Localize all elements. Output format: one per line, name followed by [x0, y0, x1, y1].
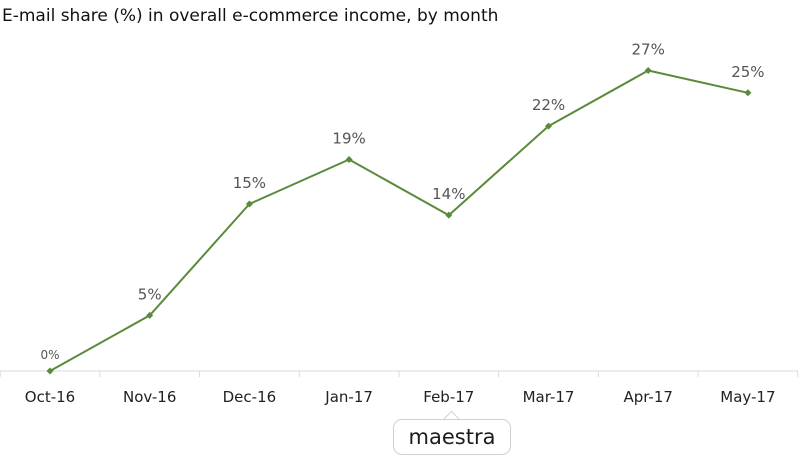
data-labels: 0% 5% 15% 19% 14% 22% 27% 25%	[40, 40, 764, 362]
data-label: 0%	[40, 348, 59, 362]
data-label: 22%	[532, 96, 565, 114]
data-point-marker	[146, 311, 154, 319]
data-label: 25%	[731, 63, 764, 81]
maestra-watermark: maestra	[393, 419, 511, 455]
data-label: 14%	[432, 185, 465, 203]
x-tick-label: Jan-17	[324, 388, 373, 406]
data-point-marker	[644, 66, 652, 74]
data-label: 5%	[138, 285, 162, 303]
x-tick-label: Oct-16	[25, 388, 75, 406]
data-label: 15%	[233, 174, 266, 192]
data-label: 27%	[632, 40, 665, 58]
data-point-marker	[46, 367, 54, 375]
x-tick-label: May-17	[720, 388, 775, 406]
x-axis	[0, 370, 799, 377]
x-tick-label: Feb-17	[423, 388, 474, 406]
data-point-marker	[345, 156, 353, 164]
series-line-group	[46, 66, 752, 375]
x-tick-label: Mar-17	[523, 388, 575, 406]
data-point-marker	[545, 122, 552, 130]
chart-title: E-mail share (%) in overall e-commerce i…	[2, 6, 499, 26]
data-point-marker	[744, 89, 752, 97]
x-tick-label: Nov-16	[123, 388, 176, 406]
series-line	[49, 69, 749, 372]
x-tick-label: Apr-17	[623, 388, 673, 406]
data-point-marker	[445, 211, 453, 219]
data-label: 19%	[332, 130, 365, 148]
x-tick-labels: Oct-16 Nov-16 Dec-16 Jan-17 Feb-17 Mar-17 Apr-…	[25, 388, 776, 406]
x-tick-label: Dec-16	[223, 388, 277, 406]
data-point-marker	[245, 200, 253, 208]
